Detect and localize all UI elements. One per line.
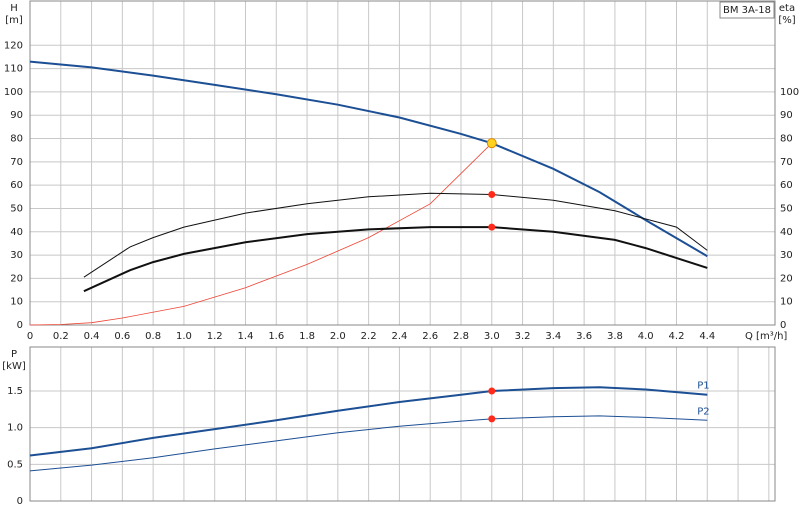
x-tick-label: 3.8 — [607, 331, 623, 342]
duty-point — [488, 190, 496, 198]
y-tick-label: 0 — [17, 496, 23, 507]
duty-point — [488, 415, 496, 423]
y-tick-label: 1.5 — [7, 386, 23, 397]
x-tick-label: 2.8 — [453, 331, 469, 342]
y-tick-label: 50 — [10, 203, 23, 214]
y-tick-label: 60 — [10, 180, 23, 191]
x-tick-label: 3.4 — [545, 331, 561, 342]
plot-frame — [29, 0, 776, 326]
x-tick-label: 1.8 — [299, 331, 315, 342]
x-tick-label: 4.4 — [699, 331, 715, 342]
x-tick-label: 2.6 — [422, 331, 438, 342]
x-tick-label: 2.0 — [330, 331, 346, 342]
series-label: P1 — [697, 381, 709, 392]
y-tick-label: 30 — [10, 250, 23, 261]
y2-tick-label: 0 — [780, 320, 786, 331]
curve — [29, 60, 708, 258]
y2-axis-label: eta — [779, 3, 795, 14]
y2-tick-label: 80 — [780, 134, 793, 145]
x-tick-label: 3.6 — [576, 331, 592, 342]
series-label: P2 — [697, 406, 709, 417]
y-tick-label: 20 — [10, 273, 23, 284]
x-tick-label: 0 — [27, 331, 33, 342]
y2-tick-label: 70 — [780, 157, 793, 168]
duty-point — [488, 223, 496, 231]
plot-area — [30, 1, 775, 325]
x-tick-label: 2.2 — [361, 331, 377, 342]
y-tick-label: 10 — [10, 297, 23, 308]
y2-tick-label: 100 — [780, 87, 799, 98]
y2-tick-label: 40 — [780, 227, 793, 238]
y-tick-label: 110 — [4, 64, 23, 75]
y2-axis-label: [%] — [778, 15, 795, 26]
y-axis-label: [m] — [5, 15, 23, 26]
x-tick-label: 3.2 — [515, 331, 531, 342]
curve — [29, 386, 708, 457]
x-tick-label: 1.0 — [176, 331, 192, 342]
y-tick-label: 1.0 — [7, 423, 23, 434]
y2-tick-label: 90 — [780, 110, 793, 121]
y2-tick-label: 20 — [780, 273, 793, 284]
x-tick-label: 4.2 — [669, 331, 685, 342]
curve — [83, 226, 708, 293]
y-axis-label: H — [10, 3, 18, 14]
x-tick-label: 1.6 — [268, 331, 284, 342]
x-tick-label: 0.6 — [114, 331, 130, 342]
x-tick-label: 0.8 — [145, 331, 161, 342]
y2-tick-label: 10 — [780, 297, 793, 308]
y2-tick-label: 60 — [780, 180, 793, 191]
y-axis-label: [kW] — [2, 361, 26, 372]
y-tick-label: 40 — [10, 227, 23, 238]
curve — [29, 142, 493, 326]
plot-area — [30, 347, 775, 501]
y-tick-label: 80 — [10, 134, 23, 145]
x-axis-label: Q [m³/h] — [745, 331, 787, 342]
y-tick-label: 90 — [10, 110, 23, 121]
x-tick-label: 4.0 — [638, 331, 654, 342]
curve — [83, 192, 708, 278]
x-tick-label: 2.4 — [391, 331, 407, 342]
annotation: BM 3A-18 — [723, 5, 771, 16]
duty-point — [488, 387, 496, 395]
annotation-box — [719, 1, 775, 19]
y-axis-label: P — [11, 349, 17, 360]
x-tick-label: 1.2 — [207, 331, 223, 342]
y-tick-label: 120 — [4, 40, 23, 51]
x-tick-label: 0.4 — [84, 331, 100, 342]
curve — [29, 415, 708, 472]
y-tick-label: 0 — [17, 320, 23, 331]
y-tick-label: 0.5 — [7, 459, 23, 470]
x-tick-label: 3.0 — [484, 331, 500, 342]
x-tick-label: 0.2 — [53, 331, 69, 342]
y2-tick-label: 30 — [780, 250, 793, 261]
y2-tick-label: 50 — [780, 203, 793, 214]
y-tick-label: 100 — [4, 87, 23, 98]
duty-point — [486, 138, 497, 149]
x-tick-label: 1.4 — [238, 331, 254, 342]
plot-frame — [29, 346, 776, 502]
y-tick-label: 70 — [10, 157, 23, 168]
